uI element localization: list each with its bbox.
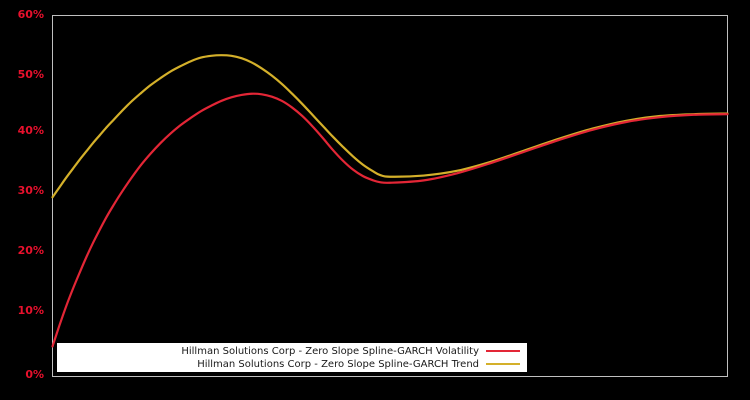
ytick-label-0: 0% (25, 368, 44, 381)
ytick-label-50: 50% (17, 68, 44, 81)
ytick-label-10: 10% (17, 304, 44, 317)
legend-label-trend: Hillman Solutions Corp - Zero Slope Spli… (197, 358, 479, 370)
series-line-trend (51, 54, 729, 199)
legend-swatch-trend (486, 363, 520, 365)
series-line-volatility (51, 92, 729, 348)
ytick-label-60: 60% (17, 8, 44, 21)
legend-entry-volatility: Hillman Solutions Corp - Zero Slope Spli… (58, 345, 526, 358)
legend-swatch-volatility (486, 350, 520, 352)
legend-entry-trend: Hillman Solutions Corp - Zero Slope Spli… (58, 358, 526, 371)
legend-label-volatility: Hillman Solutions Corp - Zero Slope Spli… (181, 345, 479, 357)
ytick-label-30: 30% (17, 184, 44, 197)
ytick-label-40: 40% (17, 124, 44, 137)
chart-legend: Hillman Solutions Corp - Zero Slope Spli… (57, 343, 527, 372)
ytick-label-20: 20% (17, 244, 44, 257)
plot-frame (52, 15, 728, 377)
